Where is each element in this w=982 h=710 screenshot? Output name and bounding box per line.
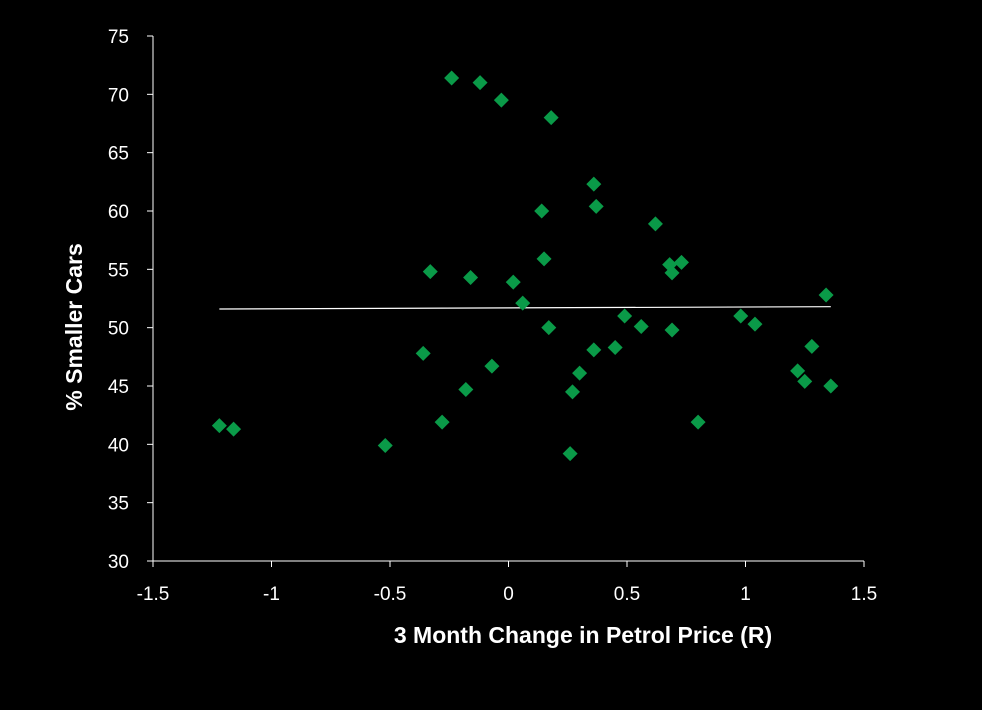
data-point — [664, 322, 680, 338]
data-points — [211, 70, 839, 462]
data-point — [823, 378, 839, 394]
data-point — [674, 254, 690, 270]
data-point — [562, 446, 578, 462]
axes — [147, 35, 865, 567]
data-point — [493, 92, 509, 108]
data-point — [472, 75, 488, 91]
y-tick-label: 30 — [108, 552, 129, 573]
data-point — [415, 345, 431, 361]
y-tick-label: 50 — [108, 319, 129, 340]
data-point — [505, 274, 521, 290]
x-tick-label: -0.5 — [374, 584, 407, 605]
y-axis-title: % Smaller Cars — [61, 243, 87, 410]
x-tick-label: -1.5 — [137, 584, 170, 605]
x-tick-label: 0.5 — [614, 584, 640, 605]
data-point — [536, 251, 552, 267]
data-point — [226, 421, 242, 437]
data-point — [484, 358, 500, 374]
data-point — [664, 265, 680, 281]
data-point — [804, 338, 820, 354]
data-point — [586, 176, 602, 192]
y-tick-label: 60 — [108, 202, 129, 223]
data-point — [647, 216, 663, 232]
data-point — [617, 308, 633, 324]
x-tick-label: 1.5 — [851, 584, 877, 605]
data-point — [818, 287, 834, 303]
y-tick-label: 35 — [108, 494, 129, 515]
x-tick-label: -1 — [263, 584, 280, 605]
data-point — [733, 308, 749, 324]
data-point — [690, 414, 706, 430]
y-tick-label: 45 — [108, 377, 129, 398]
data-point — [211, 418, 227, 434]
tick-labels: 30 35 40 45 50 55 60 65 70 75 -1.5 -1 -0.5 0 0.5 1 1.5 — [108, 27, 877, 605]
data-point — [564, 384, 580, 400]
y-tick-label: 75 — [108, 27, 129, 48]
data-point — [633, 319, 649, 334]
x-tick-label: 1 — [740, 584, 751, 605]
data-point — [588, 198, 604, 214]
data-point — [422, 264, 438, 280]
data-point — [458, 382, 474, 397]
data-point — [543, 110, 559, 126]
data-point — [607, 340, 623, 355]
y-tick-label: 40 — [108, 435, 129, 456]
data-point — [377, 438, 393, 453]
y-tick-label: 65 — [108, 144, 129, 165]
data-point — [797, 373, 813, 389]
data-point — [586, 342, 602, 358]
data-point — [534, 203, 550, 219]
data-point — [444, 70, 460, 86]
data-point — [515, 295, 531, 311]
x-axis-title: 3 Month Change in Petrol Price (R) — [394, 622, 772, 648]
data-point — [463, 270, 479, 285]
y-tick-label: 70 — [108, 85, 129, 106]
data-point — [541, 320, 557, 336]
y-tick-label: 55 — [108, 260, 129, 281]
data-point — [790, 363, 806, 379]
x-tick-label: 0 — [503, 584, 514, 605]
data-point — [572, 365, 588, 381]
data-point — [434, 414, 450, 430]
data-point — [747, 316, 763, 332]
